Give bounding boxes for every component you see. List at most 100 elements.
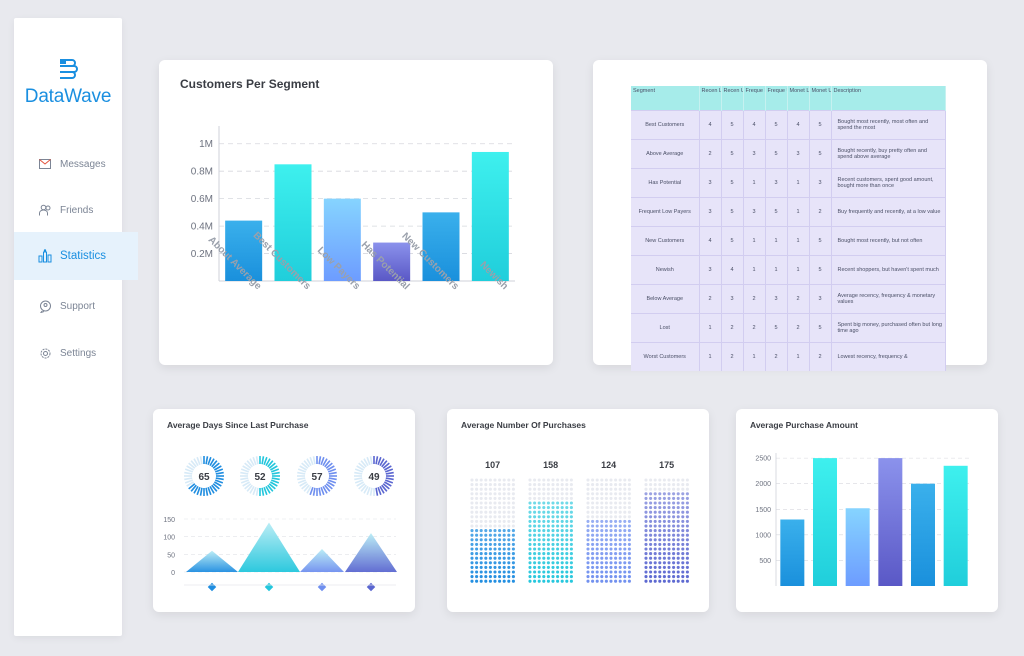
dot bbox=[586, 570, 590, 574]
dot bbox=[533, 538, 537, 542]
sidebar-item-friends[interactable]: Friends bbox=[14, 186, 122, 234]
dot bbox=[528, 510, 532, 514]
gauge-tick bbox=[212, 462, 220, 469]
table-row: Newish 3 4 1 1 1 5 Recent shoppers, but haven't… bbox=[631, 254, 946, 284]
gauge-tick bbox=[322, 485, 328, 494]
gauge-tick bbox=[249, 458, 255, 467]
dot bbox=[560, 478, 564, 482]
dot bbox=[609, 538, 613, 542]
dot bbox=[470, 506, 474, 510]
dot bbox=[614, 524, 618, 528]
dot bbox=[546, 501, 550, 505]
dot bbox=[560, 538, 564, 542]
dot bbox=[586, 579, 590, 583]
dot bbox=[609, 533, 613, 537]
dot bbox=[542, 501, 546, 505]
dot bbox=[475, 515, 479, 519]
dot bbox=[614, 496, 618, 500]
dot bbox=[623, 487, 627, 491]
dot bbox=[498, 492, 502, 496]
logo[interactable]: DataWave bbox=[14, 58, 122, 108]
dot bbox=[493, 565, 497, 569]
dot bbox=[542, 510, 546, 514]
segment-name-cell: Worst Customers bbox=[631, 341, 700, 371]
gauge-tick bbox=[366, 487, 371, 496]
sidebar-item-statistics[interactable]: Statistics bbox=[14, 232, 138, 280]
score-cell: 4 bbox=[699, 109, 722, 139]
gauge-tick bbox=[363, 458, 369, 467]
dot bbox=[479, 542, 483, 546]
dot bbox=[614, 478, 618, 482]
dot bbox=[507, 556, 511, 560]
dot bbox=[623, 552, 627, 556]
dot bbox=[600, 478, 604, 482]
sidebar-item-settings[interactable]: Settings bbox=[14, 329, 122, 377]
dot bbox=[681, 547, 685, 551]
radial-gauge bbox=[297, 456, 337, 496]
y-tick-label: 50 bbox=[167, 552, 175, 559]
dot bbox=[658, 556, 662, 560]
score-cell: 2 bbox=[721, 341, 744, 371]
gauge-tick bbox=[240, 477, 249, 481]
dot bbox=[556, 565, 560, 569]
dot bbox=[475, 556, 479, 560]
sidebar-item-support[interactable]: Support bbox=[14, 282, 122, 330]
dot bbox=[565, 533, 569, 537]
dot bbox=[609, 515, 613, 519]
gauge-tick bbox=[212, 483, 220, 490]
gauge-tick bbox=[267, 484, 274, 492]
dot bbox=[533, 496, 537, 500]
dot bbox=[546, 547, 550, 551]
dot bbox=[618, 547, 622, 551]
dot bbox=[533, 542, 537, 546]
dot bbox=[493, 529, 497, 533]
dot bbox=[498, 483, 502, 487]
dot bbox=[488, 542, 492, 546]
dot bbox=[644, 547, 648, 551]
dot bbox=[569, 478, 573, 482]
dot bbox=[560, 570, 564, 574]
dot bbox=[528, 575, 532, 579]
dot bbox=[542, 556, 546, 560]
bar bbox=[845, 508, 870, 586]
description-cell: Buy frequently and recently, at a low va… bbox=[831, 196, 946, 226]
dot bbox=[475, 575, 479, 579]
sidebar-item-messages[interactable]: Messages bbox=[14, 140, 122, 188]
dot bbox=[685, 524, 689, 528]
dot-column bbox=[644, 478, 689, 583]
dot bbox=[658, 519, 662, 523]
dot bbox=[627, 483, 631, 487]
dot bbox=[479, 579, 483, 583]
segment-name-cell: Best Customers bbox=[631, 109, 700, 139]
dot bbox=[672, 519, 676, 523]
dot bbox=[537, 552, 541, 556]
gauge-tick bbox=[297, 471, 306, 475]
dot bbox=[528, 533, 532, 537]
score-cell: 3 bbox=[809, 283, 832, 313]
dot bbox=[546, 579, 550, 583]
dot bbox=[604, 515, 608, 519]
dot bbox=[569, 570, 573, 574]
users-icon bbox=[38, 203, 52, 217]
gauge-tick bbox=[297, 477, 306, 481]
dot bbox=[560, 510, 564, 514]
dot bbox=[569, 561, 573, 565]
dot bbox=[542, 529, 546, 533]
dot bbox=[569, 515, 573, 519]
gauge-tick bbox=[320, 456, 325, 465]
segment-name-cell: Below Average bbox=[631, 283, 700, 313]
dot bbox=[556, 519, 560, 523]
gauge-tick bbox=[299, 481, 308, 487]
envelope-icon bbox=[38, 157, 52, 171]
dot bbox=[586, 542, 590, 546]
dot bbox=[507, 483, 511, 487]
dot bbox=[533, 524, 537, 528]
dot bbox=[498, 579, 502, 583]
dot bbox=[556, 478, 560, 482]
dot bbox=[533, 529, 537, 533]
dot bbox=[627, 524, 631, 528]
dot bbox=[667, 570, 671, 574]
dot bbox=[685, 506, 689, 510]
dot bbox=[609, 478, 613, 482]
dot bbox=[618, 515, 622, 519]
